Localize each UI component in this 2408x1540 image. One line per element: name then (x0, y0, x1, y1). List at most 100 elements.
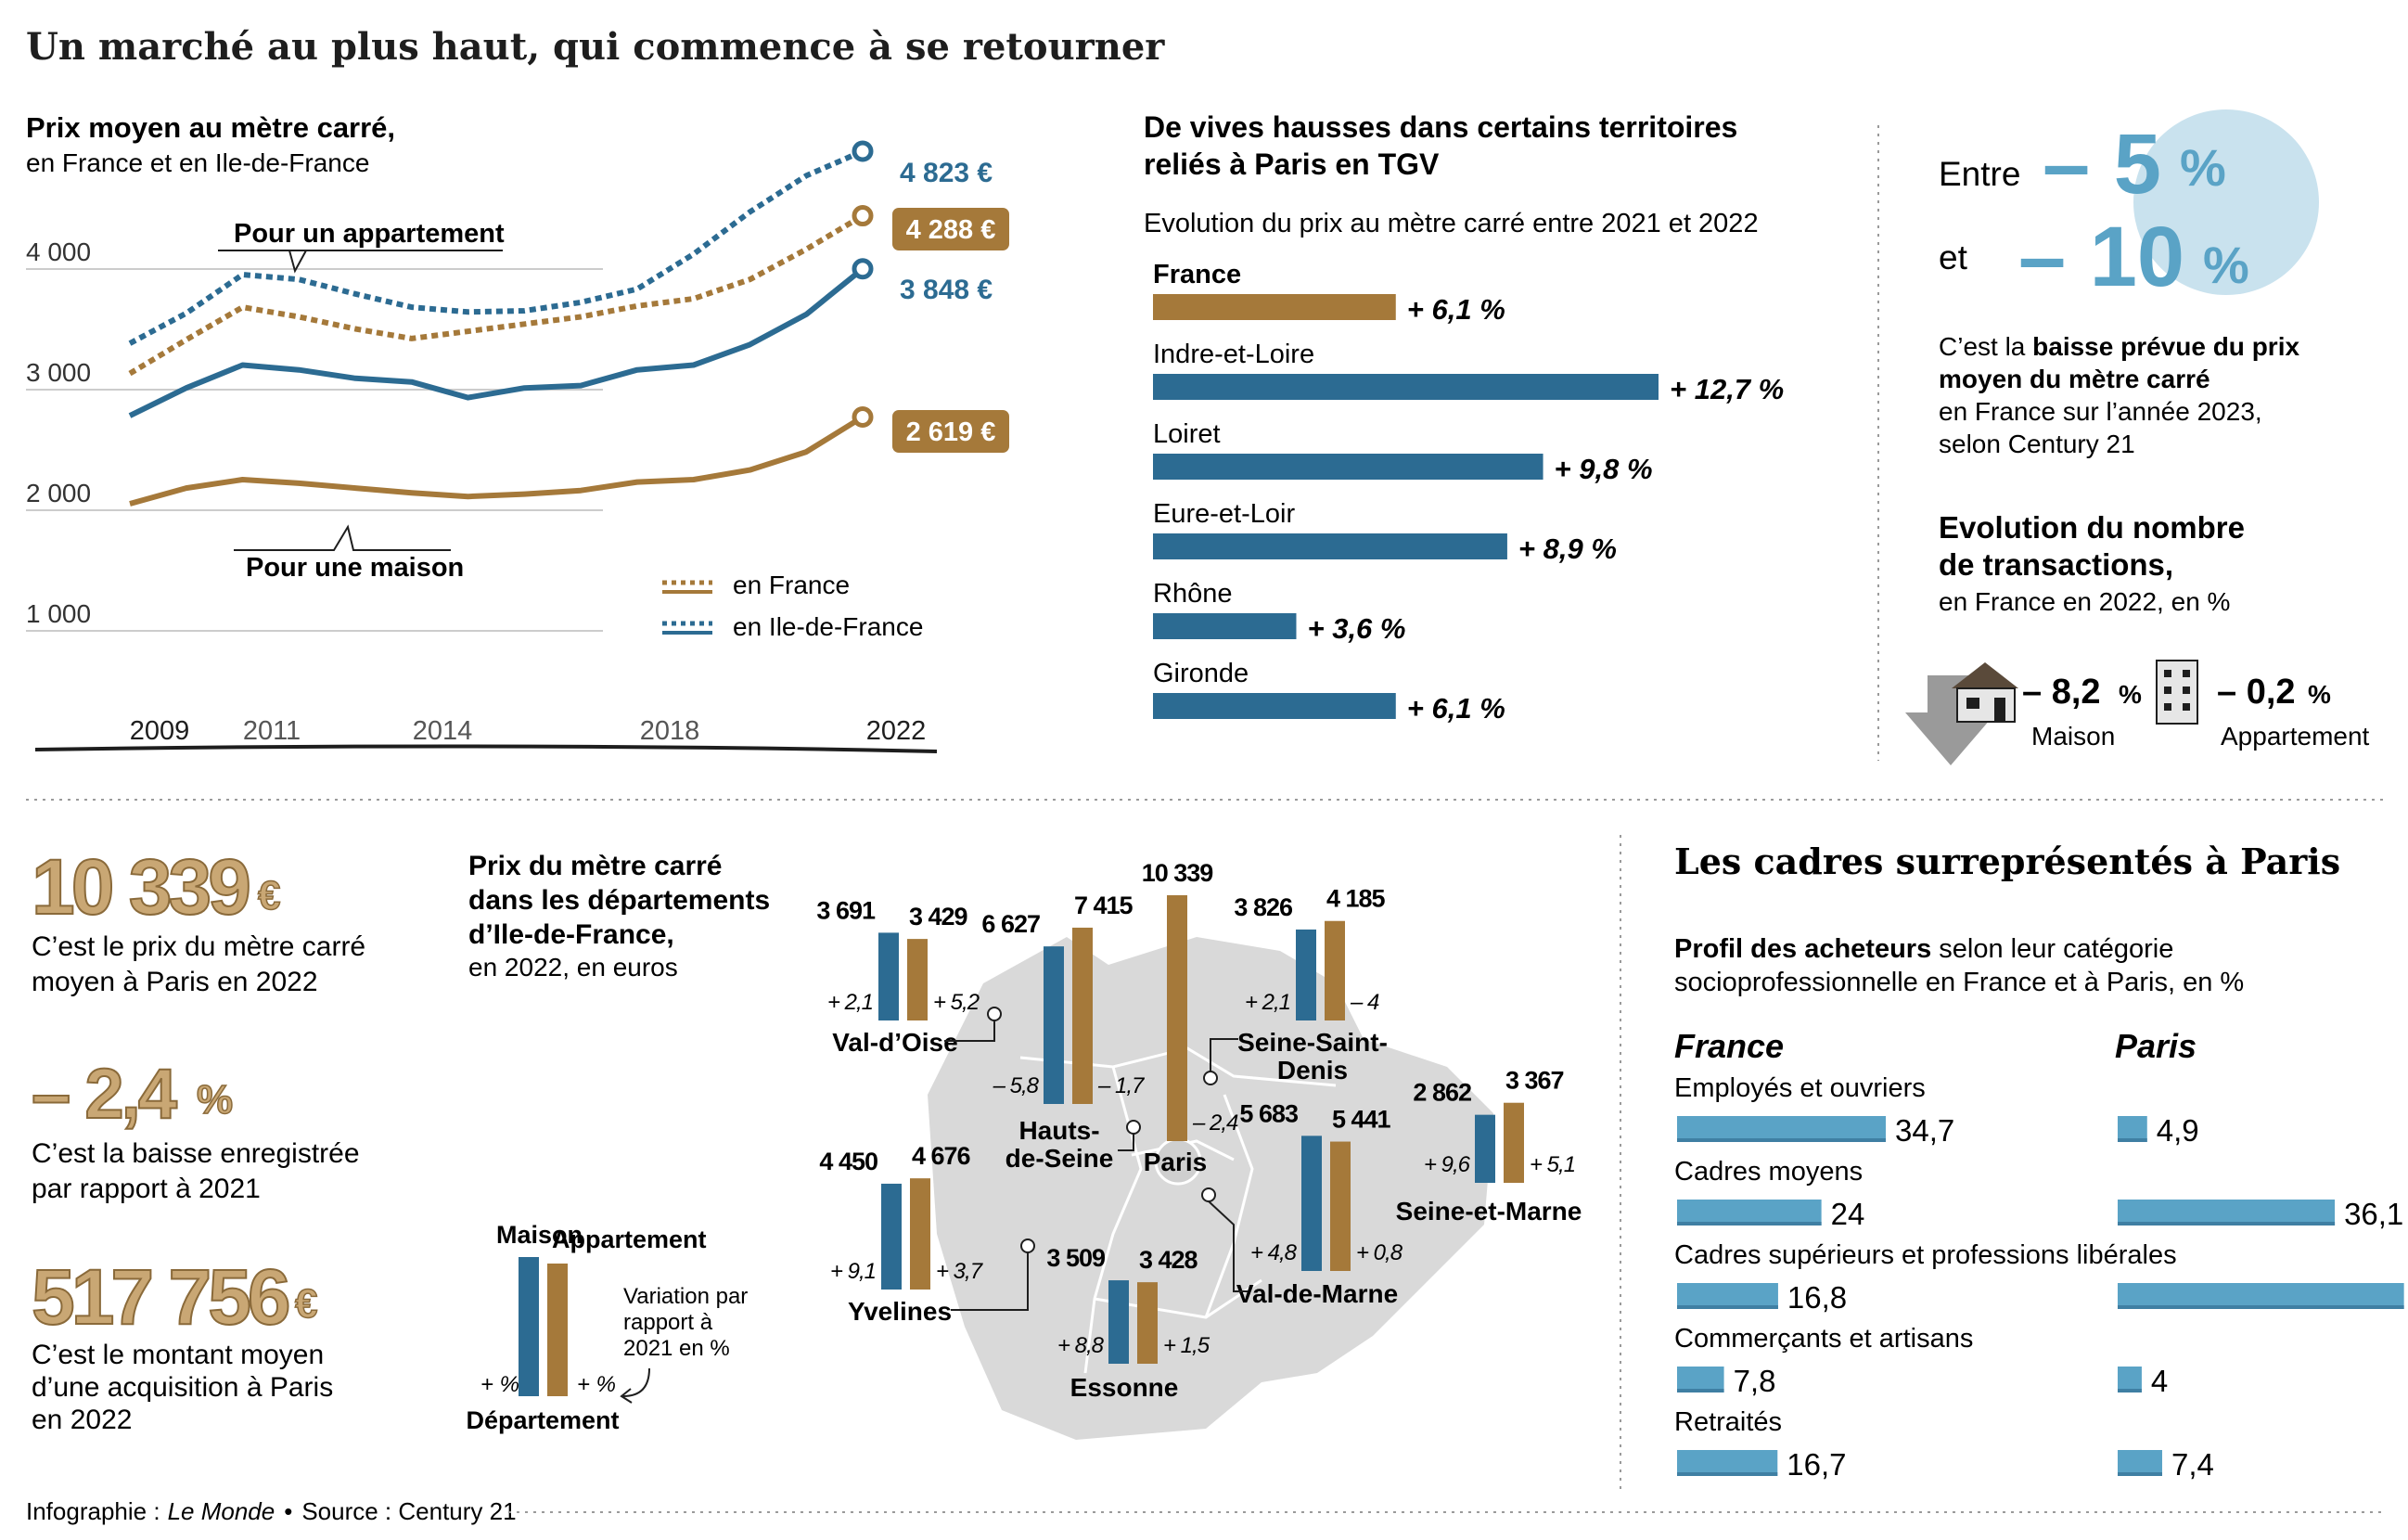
cadres-value-paris: 7,4 (2171, 1447, 2214, 1482)
cadres-category-label: Employés et ouvriers (1674, 1073, 1926, 1103)
cadres-value-france: 16,8 (1787, 1280, 1847, 1315)
tgv-panel: De vives hausses dans certains territoir… (1144, 110, 1784, 725)
bar-appartement-yvelines (910, 1178, 930, 1290)
tgv-value-label: + 8,9 % (1518, 533, 1617, 565)
paris-amount-euro: € (295, 1281, 317, 1327)
var-maison-val-d-oise: + 2,1 (827, 990, 873, 1015)
cadres-bar-shadow (2118, 1305, 2404, 1309)
bar-maison-yvelines (881, 1183, 902, 1290)
paris-amount-desc-line1: C’est le montant moyen (32, 1340, 324, 1370)
transactions-title-line1: Evolution du nombre (1939, 510, 2245, 545)
cadres-bar-shadow (1677, 1138, 1886, 1142)
y-tick-label: 4 000 (26, 237, 91, 266)
var-appartement-hauts-de-seine: – 1,7 (1097, 1073, 1146, 1098)
var-maison-hauts-de-seine: – 5,8 (993, 1073, 1040, 1098)
tgv-bar-gironde (1153, 693, 1396, 719)
tgv-value-label: + 6,1 % (1407, 692, 1505, 725)
forecast-desc-line1: C’est la baisse prévue du prix (1939, 332, 2299, 361)
cadres-category-label: Retraités (1674, 1407, 1782, 1437)
legend-maison-bar (519, 1257, 539, 1396)
line-chart-grid (26, 268, 603, 632)
bar-appartement-seine-et-marne (1504, 1102, 1524, 1183)
var-appartement-seine-et-marne: + 5,1 (1530, 1152, 1575, 1177)
legend-variation-line1: Variation par (623, 1284, 748, 1309)
dept-name-seine-saint-denis-2: Denis (1277, 1056, 1348, 1084)
forecast-value-2: – 10 (2018, 210, 2184, 304)
cadres-bar-paris-cadres-superieurs-et-professions-liberales (2118, 1283, 2404, 1309)
legend-france-label: en France (733, 571, 850, 599)
tgv-category-label: France (1153, 260, 1241, 289)
var-appartement-val-de-marne: + 0,8 (1356, 1240, 1403, 1265)
cadres-bar-france-cadres-superieurs-et-professions-liberales (1677, 1283, 1778, 1309)
tgv-title-line2: reliés à Paris en TGV (1144, 148, 1440, 181)
bar-maison-val-de-marne (1301, 1136, 1322, 1271)
line-chart-panel: Prix moyen au mètre carré, en France et … (26, 111, 1009, 753)
dept-name-val-de-marne: Val-de-Marne (1236, 1279, 1398, 1308)
paris-drop-desc-line2: par rapport à 2021 (32, 1174, 261, 1204)
label-appartement-yvelines: 4 676 (912, 1142, 971, 1170)
label-appartement-paris: 10 339 (1142, 859, 1214, 887)
tgv-value-label: + 9,8 % (1555, 453, 1653, 485)
legend-appartement-bar (547, 1264, 568, 1396)
bar-maison-essonne (1108, 1280, 1129, 1364)
cadres-bar-shadow (2118, 1138, 2147, 1142)
bar-maison-val-d-oise (878, 932, 899, 1020)
paris-stats-panel: 10 339 € C’est le prix du mètre carré mo… (31, 842, 365, 1435)
tgv-category-label: Gironde (1153, 659, 1249, 688)
tgv-category-label: Rhône (1153, 579, 1232, 609)
series-endpoint-pour-une-maison-en-ile-de-france (852, 258, 874, 280)
dept-name-seine-saint-denis-1: Seine-Saint- (1237, 1028, 1388, 1057)
cadres-value-france: 24 (1831, 1197, 1865, 1231)
var-maison-essonne: + 8,8 (1057, 1333, 1105, 1358)
legend-pct-maison: + % (480, 1372, 519, 1397)
label-appartement-val-d-oise: 3 429 (909, 903, 968, 930)
line-chart-subtitle: en France et en Ile-de-France (26, 148, 369, 177)
cadres-head-paris: Paris (2115, 1027, 2197, 1065)
end-label-idf-apt: 4 823 € (900, 158, 993, 188)
transactions-panel: Evolution du nombre de transactions, en … (1905, 510, 2370, 765)
var-appartement-paris: – 2,4 (1192, 1110, 1238, 1136)
paris-amount-value: 517 756 (32, 1253, 288, 1341)
end-label-france-house: 2 619 € (906, 417, 996, 447)
cadres-panel: Les cadres surreprésentés à Paris Profil… (1674, 841, 2404, 1482)
label-appartement-hauts-de-seine: 7 415 (1074, 892, 1134, 919)
bar-maison-seine-saint-denis (1296, 929, 1316, 1020)
tgv-value-label: + 6,1 % (1407, 293, 1505, 326)
series-line-pour-un-appartement-en-ile-de-france (128, 148, 865, 346)
dept-name-hauts-de-seine-2: de-Seine (1005, 1144, 1114, 1173)
idf-leader-lines (944, 1007, 1248, 1311)
transactions-apt-value: – 0,2 (2217, 673, 2296, 712)
bar-appartement-paris (1167, 895, 1187, 1141)
dept-name-yvelines: Yvelines (848, 1297, 952, 1326)
bar-appartement-val-d-oise (907, 939, 928, 1020)
x-tick-label: 2009 (130, 716, 190, 746)
var-appartement-seine-saint-denis: – 4 (1350, 990, 1379, 1015)
legend-variation-line3: 2021 en % (623, 1336, 730, 1361)
y-tick-label: 2 000 (26, 479, 91, 507)
tgv-category-label: Loiret (1153, 419, 1221, 449)
legend-pct-appartement: + % (577, 1372, 616, 1397)
forecast-desc-line4: selon Century 21 (1939, 430, 2135, 458)
cadres-bar-shadow (1677, 1389, 1724, 1392)
cadres-bar-paris-cadres-moyens (2118, 1200, 2336, 1226)
idf-legend: Maison Appartement + % + % Département V… (466, 1221, 748, 1434)
end-label-france-house-box (892, 410, 1009, 453)
cadres-bar-france-commercants-et-artisans (1677, 1367, 1724, 1392)
label-maison-seine-saint-denis: 3 826 (1234, 893, 1293, 921)
cadres-bar-paris-retraites (2118, 1450, 2162, 1476)
label-maison-seine-et-marne: 2 862 (1413, 1079, 1471, 1107)
bar-appartement-seine-saint-denis (1325, 920, 1345, 1020)
series-line-pour-un-appartement-en-france (128, 213, 865, 377)
dept-name-essonne: Essonne (1070, 1373, 1179, 1402)
cadres-value-france: 34,7 (1895, 1113, 1954, 1148)
x-tick-label: 2018 (640, 716, 700, 746)
line-chart-series (128, 140, 874, 507)
house-icon (1952, 662, 2018, 723)
var-maison-seine-et-marne: + 9,6 (1424, 1152, 1471, 1177)
cadres-value-france: 7,8 (1734, 1364, 1776, 1398)
tgv-bar-eure-et-loir (1153, 533, 1507, 559)
cadres-subtitle-line2: socioprofessionnelle en France et à Pari… (1674, 968, 2244, 997)
var-appartement-val-d-oise: + 5,2 (933, 990, 980, 1015)
x-tick-label: 2011 (243, 716, 301, 746)
cadres-bar-shadow (2118, 1472, 2162, 1476)
